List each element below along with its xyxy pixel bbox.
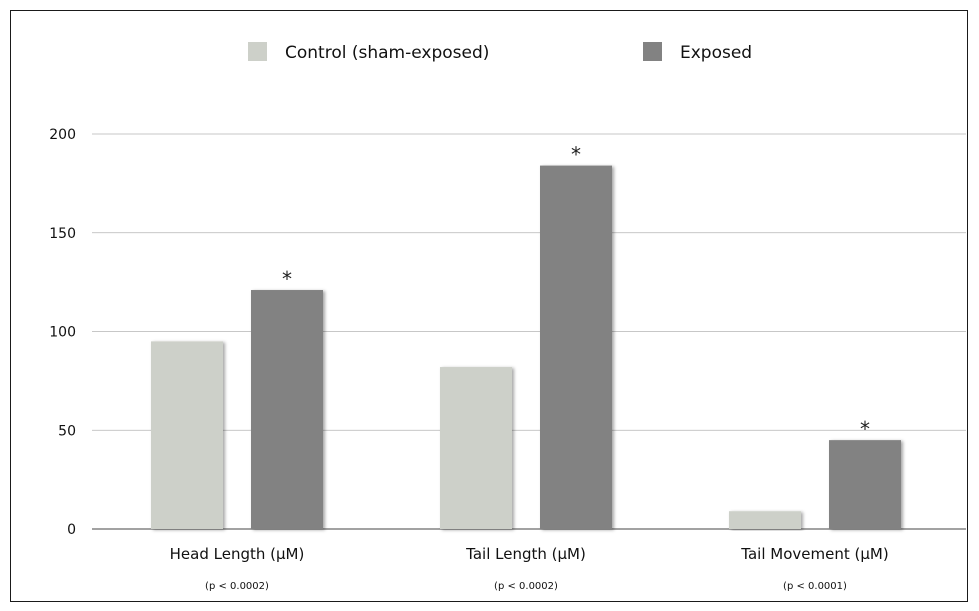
legend: Control (sham-exposed) Exposed [248, 42, 752, 63]
category-label: Tail Length (µM) [465, 545, 586, 563]
y-tick-label: 0 [67, 522, 76, 538]
y-tick-label: 100 [49, 325, 76, 341]
control-bar [440, 367, 512, 529]
legend-label: Control (sham-exposed) [285, 43, 489, 63]
bars: * * * [151, 143, 901, 529]
significance-marker: * [860, 417, 870, 441]
exposed-bar [829, 440, 901, 529]
x-axis: Head Length (µM) (p < 0.0002) Tail Length … [170, 545, 889, 592]
significance-marker: * [282, 267, 292, 291]
category-label: Head Length (µM) [170, 545, 305, 563]
category-label: Tail Movement (µM) [740, 545, 888, 563]
control-bar [151, 341, 223, 529]
y-tick-label: 200 [49, 127, 76, 143]
legend-label: Exposed [680, 43, 752, 63]
significance-marker: * [571, 143, 581, 167]
exposed-bar [251, 290, 323, 529]
y-axis: 0 50 100 150 200 [49, 127, 76, 538]
y-tick-label: 150 [49, 226, 76, 242]
p-value-label: (p < 0.0002) [494, 581, 558, 592]
p-value-label: (p < 0.0002) [205, 581, 269, 592]
grid-layer [92, 133, 966, 530]
legend-swatch [643, 42, 662, 61]
p-value-label: (p < 0.0001) [783, 581, 847, 592]
legend-swatch [248, 42, 267, 61]
control-bar [729, 511, 801, 529]
y-tick-label: 50 [58, 423, 76, 439]
exposed-bar [540, 165, 612, 529]
